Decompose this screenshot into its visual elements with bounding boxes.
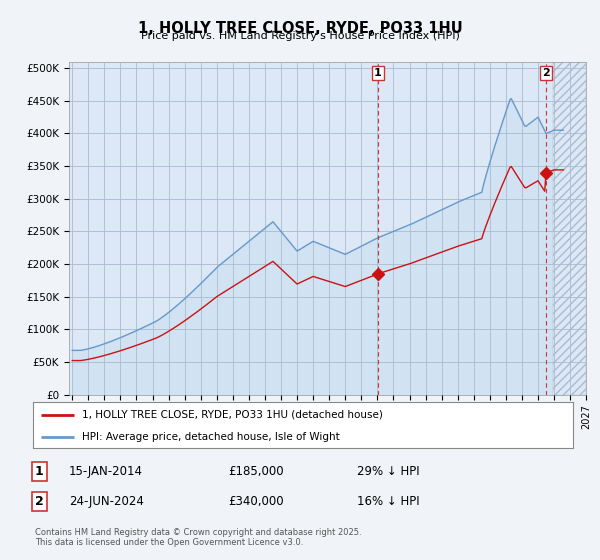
Text: HPI: Average price, detached house, Isle of Wight: HPI: Average price, detached house, Isle… bbox=[82, 432, 340, 441]
Text: 16% ↓ HPI: 16% ↓ HPI bbox=[357, 494, 419, 508]
Bar bbox=[553, 62, 586, 395]
Text: Contains HM Land Registry data © Crown copyright and database right 2025.
This d: Contains HM Land Registry data © Crown c… bbox=[35, 528, 361, 547]
Text: 1, HOLLY TREE CLOSE, RYDE, PO33 1HU (detached house): 1, HOLLY TREE CLOSE, RYDE, PO33 1HU (det… bbox=[82, 410, 382, 420]
Text: 29% ↓ HPI: 29% ↓ HPI bbox=[357, 465, 419, 478]
Text: £340,000: £340,000 bbox=[228, 494, 284, 508]
Bar bbox=[553, 62, 586, 395]
Text: 24-JUN-2024: 24-JUN-2024 bbox=[69, 494, 144, 508]
Text: 2: 2 bbox=[35, 494, 44, 508]
Text: 2: 2 bbox=[542, 68, 550, 78]
Text: Price paid vs. HM Land Registry's House Price Index (HPI): Price paid vs. HM Land Registry's House … bbox=[140, 31, 460, 41]
Text: 1: 1 bbox=[374, 68, 382, 78]
Text: 1, HOLLY TREE CLOSE, RYDE, PO33 1HU: 1, HOLLY TREE CLOSE, RYDE, PO33 1HU bbox=[137, 21, 463, 36]
Text: 1: 1 bbox=[35, 465, 44, 478]
Text: 15-JAN-2014: 15-JAN-2014 bbox=[69, 465, 143, 478]
Text: £185,000: £185,000 bbox=[228, 465, 284, 478]
